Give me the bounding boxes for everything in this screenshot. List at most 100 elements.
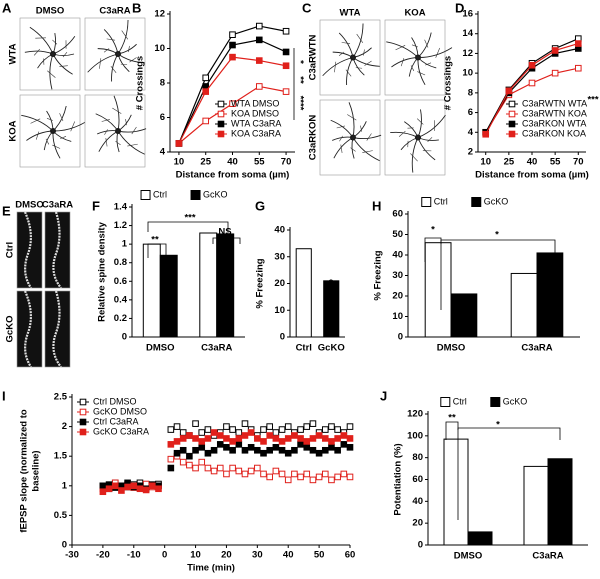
marker: [79, 408, 87, 416]
marker: [235, 435, 243, 442]
y-axis-label: Relative spine density: [97, 221, 108, 322]
branch: [355, 67, 363, 69]
micrograph: [44, 211, 71, 289]
marker: [124, 483, 131, 491]
marker: [192, 446, 199, 454]
y-tick-label: 30: [274, 251, 285, 262]
column-label: C3aRA: [42, 200, 73, 211]
marker: [278, 470, 286, 478]
marker: [229, 464, 236, 472]
marker: [284, 449, 292, 457]
marker: [297, 435, 304, 442]
x-tick-label: DMSO: [454, 551, 483, 562]
branch: [125, 118, 128, 126]
column-label: WTA: [340, 8, 361, 19]
panel-label: A: [2, 0, 12, 15]
marker: [528, 61, 536, 69]
marker: [528, 79, 536, 87]
y-tick-label: 0.4: [114, 294, 128, 305]
x-tick-label: C3aRA: [201, 343, 232, 354]
dendrite: [417, 137, 439, 141]
dendrite: [352, 57, 380, 67]
annotation: *: [495, 230, 499, 241]
dendrite: [117, 53, 145, 64]
branch: [356, 33, 364, 43]
marker: [167, 441, 175, 448]
legend-label: GcKO: [503, 396, 528, 406]
marker: [179, 435, 187, 442]
y-tick-label: 8: [468, 87, 473, 98]
significance-bracket: [457, 427, 561, 440]
y-tick-label: 30: [392, 270, 403, 281]
y-tick-label: 0: [280, 332, 285, 343]
legend-label: C3aRKON KOA: [522, 128, 586, 138]
x-tick-label: 25: [504, 157, 515, 168]
dendrite: [49, 53, 54, 90]
marker: [241, 420, 249, 427]
dendrite: [333, 137, 354, 159]
marker: [235, 429, 243, 436]
marker: [204, 435, 212, 442]
dendrite: [417, 47, 453, 58]
significance-bracket: [212, 237, 241, 244]
y-tick-label: 2.5: [54, 392, 68, 403]
dendrite-image: [52, 211, 62, 289]
x-axis-label: Distance from soma (µm): [176, 170, 290, 181]
y-tick-label: 120: [407, 409, 423, 420]
marker: [346, 435, 354, 442]
y-tick-label: 40: [274, 225, 285, 236]
y-tick-label: 0: [418, 540, 423, 551]
branch: [62, 51, 68, 58]
marker: [192, 420, 199, 427]
dendrite: [52, 53, 73, 75]
dendrite: [390, 131, 419, 138]
dendrite: [103, 29, 119, 55]
marker: [505, 87, 513, 95]
marker: [266, 473, 273, 481]
y-tick-label: 10: [154, 43, 165, 54]
marker: [173, 423, 181, 430]
y-tick-label: 50: [392, 229, 403, 240]
marker: [175, 140, 183, 147]
marker: [282, 27, 290, 35]
marker: [202, 88, 210, 95]
y-tick-label: 8: [160, 78, 165, 89]
marker: [260, 438, 267, 445]
branch: [435, 47, 440, 58]
dendrite: [52, 32, 57, 55]
legend-label: Ctrl: [153, 189, 167, 199]
dendrite: [411, 37, 419, 58]
annotation: *: [294, 60, 305, 64]
dendrite: [352, 121, 367, 138]
dendrite: [400, 137, 419, 151]
x-tick-label: DMSO: [146, 343, 175, 354]
dendrite: [346, 57, 354, 85]
x-tick-label: 20: [221, 550, 232, 561]
y-tick-label: 1: [122, 239, 128, 250]
marker: [149, 482, 156, 490]
marker: [241, 432, 249, 439]
column-label: DMSO: [15, 200, 44, 211]
branch: [347, 114, 357, 121]
marker: [278, 446, 286, 454]
dendrite: [116, 130, 120, 153]
y-tick-label: 1: [62, 480, 68, 491]
dendrite: [37, 53, 54, 69]
branch: [366, 133, 372, 141]
y-tick-label: 60: [412, 474, 423, 485]
x-tick-label: GcKO: [318, 343, 345, 354]
marker: [272, 444, 280, 451]
y-tick-label: 60: [392, 209, 403, 220]
bar: [467, 531, 493, 546]
x-tick-label: 40: [227, 157, 238, 168]
x-tick-label: 55: [550, 157, 561, 168]
annotation: ***: [587, 95, 598, 106]
marker: [508, 120, 516, 128]
y-tick-label: 1.4: [114, 202, 128, 213]
legend-swatch: [471, 197, 482, 207]
dendrite: [411, 137, 419, 173]
significance-bracket: [445, 421, 459, 520]
x-tick-label: 50: [314, 550, 325, 561]
marker: [167, 455, 175, 463]
